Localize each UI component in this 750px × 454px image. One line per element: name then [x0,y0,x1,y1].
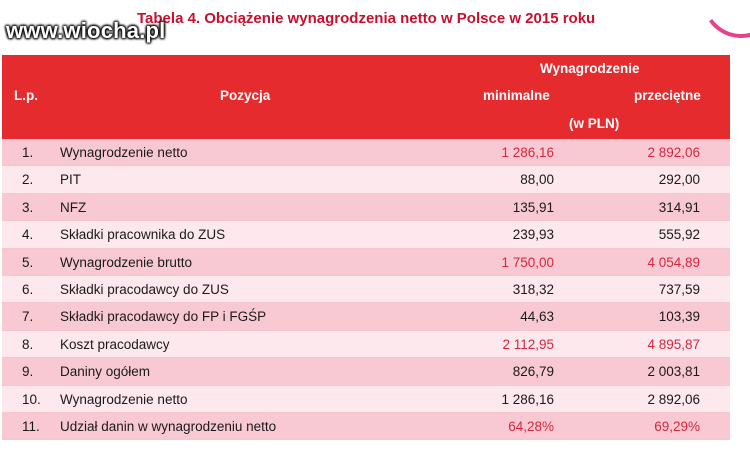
cell-lp: 4. [22,227,34,243]
cell-minimalne: 239,93 [512,227,554,243]
table-row: 4. Składki pracownika do ZUS 239,93 555,… [2,221,730,249]
cell-lp: 11. [22,418,40,434]
table-row: 10. Wynagrodzenie netto 1 286,16 2 892,0… [2,385,730,413]
cell-minimalne: 64,28% [508,418,554,434]
header-przecietne: przeciętne [634,88,701,103]
table-row: 5. Wynagrodzenie brutto 1 750,00 4 054,8… [2,248,730,276]
cell-lp: 2. [22,172,34,188]
salary-table: L.p. Pozycja Wynagrodzenie minimalne prz… [2,55,730,441]
cell-minimalne: 826,79 [512,364,554,380]
table-row: 9. Daniny ogółem 826,79 2 003,81 [2,358,730,386]
cell-lp: 5. [22,254,34,270]
cell-pozycja: PIT [60,172,82,188]
cell-pozycja: Koszt pracodawcy [60,336,170,352]
cell-przecietne: 737,59 [658,281,700,297]
cell-lp: 6. [22,281,34,297]
cell-przecietne: 103,39 [658,309,700,325]
cell-lp: 8. [22,336,34,352]
cell-przecietne: 4 054,89 [647,254,700,270]
table-row: 1. Wynagrodzenie netto 1 286,16 2 892,06 [2,139,730,167]
cell-minimalne: 44,63 [520,309,554,325]
table-row: 11. Udział danin w wynagrodzeniu netto 6… [2,412,730,441]
table-row: 6. Składki pracodawcy do ZUS 318,32 737,… [2,275,730,304]
header-wynagrodzenie: Wynagrodzenie [540,61,640,76]
header-unit: (w PLN) [569,116,620,131]
cell-minimalne: 88,00 [520,172,554,188]
cell-pozycja: Wynagrodzenie brutto [60,254,192,270]
cell-przecietne: 292,00 [658,172,700,188]
cell-pozycja: Składki pracodawcy do ZUS [60,281,229,297]
table-row: 7. Składki pracodawcy do FP i FGŚP 44,63… [2,303,730,331]
cell-lp: 3. [22,199,34,215]
cell-przecietne: 314,91 [658,199,700,215]
table-row: 3. NFZ 135,91 314,91 [2,193,730,222]
table-header: L.p. Pozycja Wynagrodzenie minimalne prz… [2,55,730,139]
cell-lp: 9. [22,364,34,380]
cell-minimalne: 1 750,00 [501,254,554,270]
cell-minimalne: 2 112,95 [502,336,554,352]
cell-lp: 1. [22,145,34,160]
cell-lp: 7. [22,309,34,325]
cell-lp: 10. [22,391,41,407]
cell-przecietne: 4 895,87 [647,336,700,352]
cell-pozycja: Udział danin w wynagrodzeniu netto [60,418,277,434]
cell-pozycja: Wynagrodzenie netto [60,145,188,160]
cell-przecietne: 2 892,06 [647,145,700,160]
cell-pozycja: Składki pracownika do ZUS [60,227,226,243]
cell-przecietne: 2 892,06 [647,391,700,407]
cell-pozycja: Daniny ogółem [60,364,151,380]
cell-minimalne: 135,91 [512,199,554,215]
cell-przecietne: 69,29% [654,418,700,434]
cell-przecietne: 555,92 [658,227,700,243]
cell-przecietne: 2 003,81 [647,364,700,380]
cell-minimalne: 318,32 [512,281,554,297]
cell-pozycja: NFZ [60,199,87,215]
cell-minimalne: 1 286,16 [501,145,554,160]
table-row: 2. PIT 88,00 292,00 [2,166,730,194]
header-minimalne: minimalne [483,88,550,103]
table-row: 8. Koszt pracodawcy 2 112,95 4 895,87 [2,330,730,359]
cell-pozycja: Składki pracodawcy do FP i FGŚP [60,309,267,325]
table-title: Tabela 4. Obciążenie wynagrodzenia netto… [137,10,596,27]
decorative-arc [695,0,750,45]
header-lp: L.p. [14,88,38,103]
header-pozycja: Pozycja [220,88,271,103]
cell-pozycja: Wynagrodzenie netto [60,391,188,407]
watermark: www.wiocha.pl [6,18,166,43]
cell-minimalne: 1 286,16 [501,391,554,407]
